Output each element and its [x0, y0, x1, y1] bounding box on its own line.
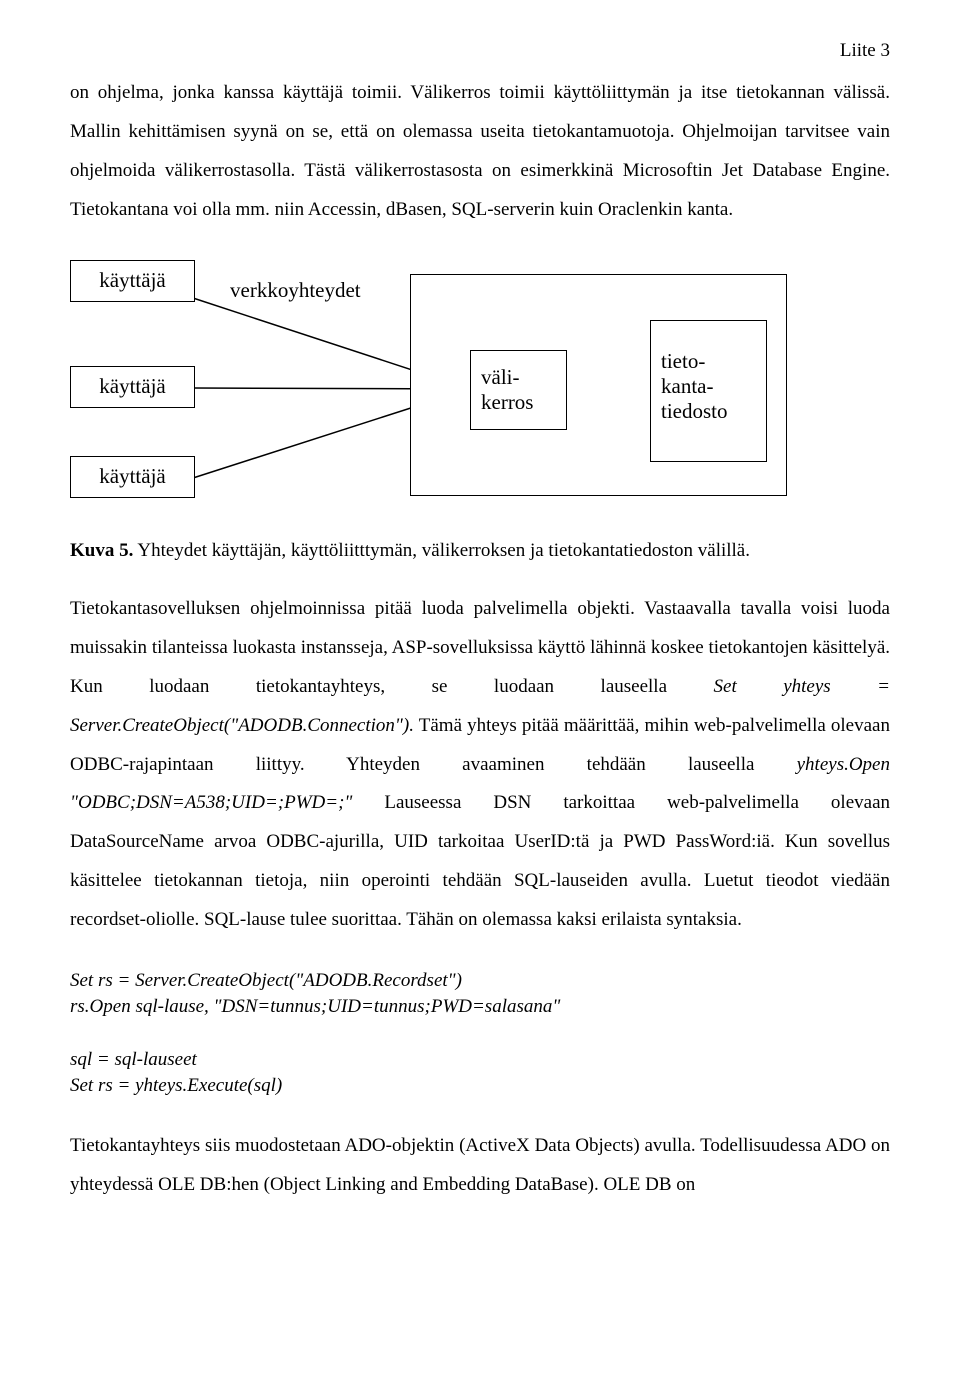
diagram-user-box-3: käyttäjä — [70, 456, 195, 498]
diagram-user-box-2: käyttäjä — [70, 366, 195, 408]
code-block-1-line-1: Set rs = Server.CreateObject("ADODB.Reco… — [70, 968, 890, 994]
diagram-network-label: verkkoyhteydet — [230, 278, 361, 303]
diagram-dbfile-box: tieto- kanta- tiedosto — [650, 320, 767, 462]
code-block-2-line-2: Set rs = yhteys.Execute(sql) — [70, 1073, 890, 1099]
document-page: Liite 3 on ohjelma, jonka kanssa käyttäj… — [0, 0, 960, 1390]
architecture-diagram: käyttäjä käyttäjä käyttäjä verkkoyhteyde… — [70, 260, 890, 530]
paragraph-2: Tietokantasovelluksen ohjelmoinnissa pit… — [70, 590, 890, 940]
diagram-user-box-1: käyttäjä — [70, 260, 195, 302]
code-block-1: Set rs = Server.CreateObject("ADODB.Reco… — [70, 968, 890, 1019]
figure-caption-label: Kuva 5. — [70, 540, 133, 561]
header-attachment: Liite 3 — [70, 40, 890, 62]
code-block-1-line-2: rs.Open sql-lause, "DSN=tunnus;UID=tunnu… — [70, 994, 890, 1020]
diagram-user-label-2: käyttäjä — [89, 370, 175, 403]
diagram-user-label-1: käyttäjä — [89, 264, 175, 297]
diagram-dbfile-label: tieto- kanta- tiedosto — [651, 321, 738, 429]
code-block-2-line-1: sql = sql-lauseet — [70, 1047, 890, 1073]
diagram-user-label-3: käyttäjä — [89, 460, 175, 493]
paragraph-3: Tietokantayhteys siis muodostetaan ADO-o… — [70, 1127, 890, 1205]
paragraph-1: on ohjelma, jonka kanssa käyttäjä toimii… — [70, 74, 890, 230]
code-block-2: sql = sql-lauseet Set rs = yhteys.Execut… — [70, 1047, 890, 1098]
diagram-middleware-box: väli- kerros — [470, 350, 567, 430]
figure-caption: Kuva 5. Yhteydet käyttäjän, käyttöliittt… — [70, 540, 890, 562]
figure-caption-text: Yhteydet käyttäjän, käyttöliitttymän, vä… — [133, 540, 750, 561]
diagram-middleware-label: väli- kerros — [471, 361, 543, 419]
